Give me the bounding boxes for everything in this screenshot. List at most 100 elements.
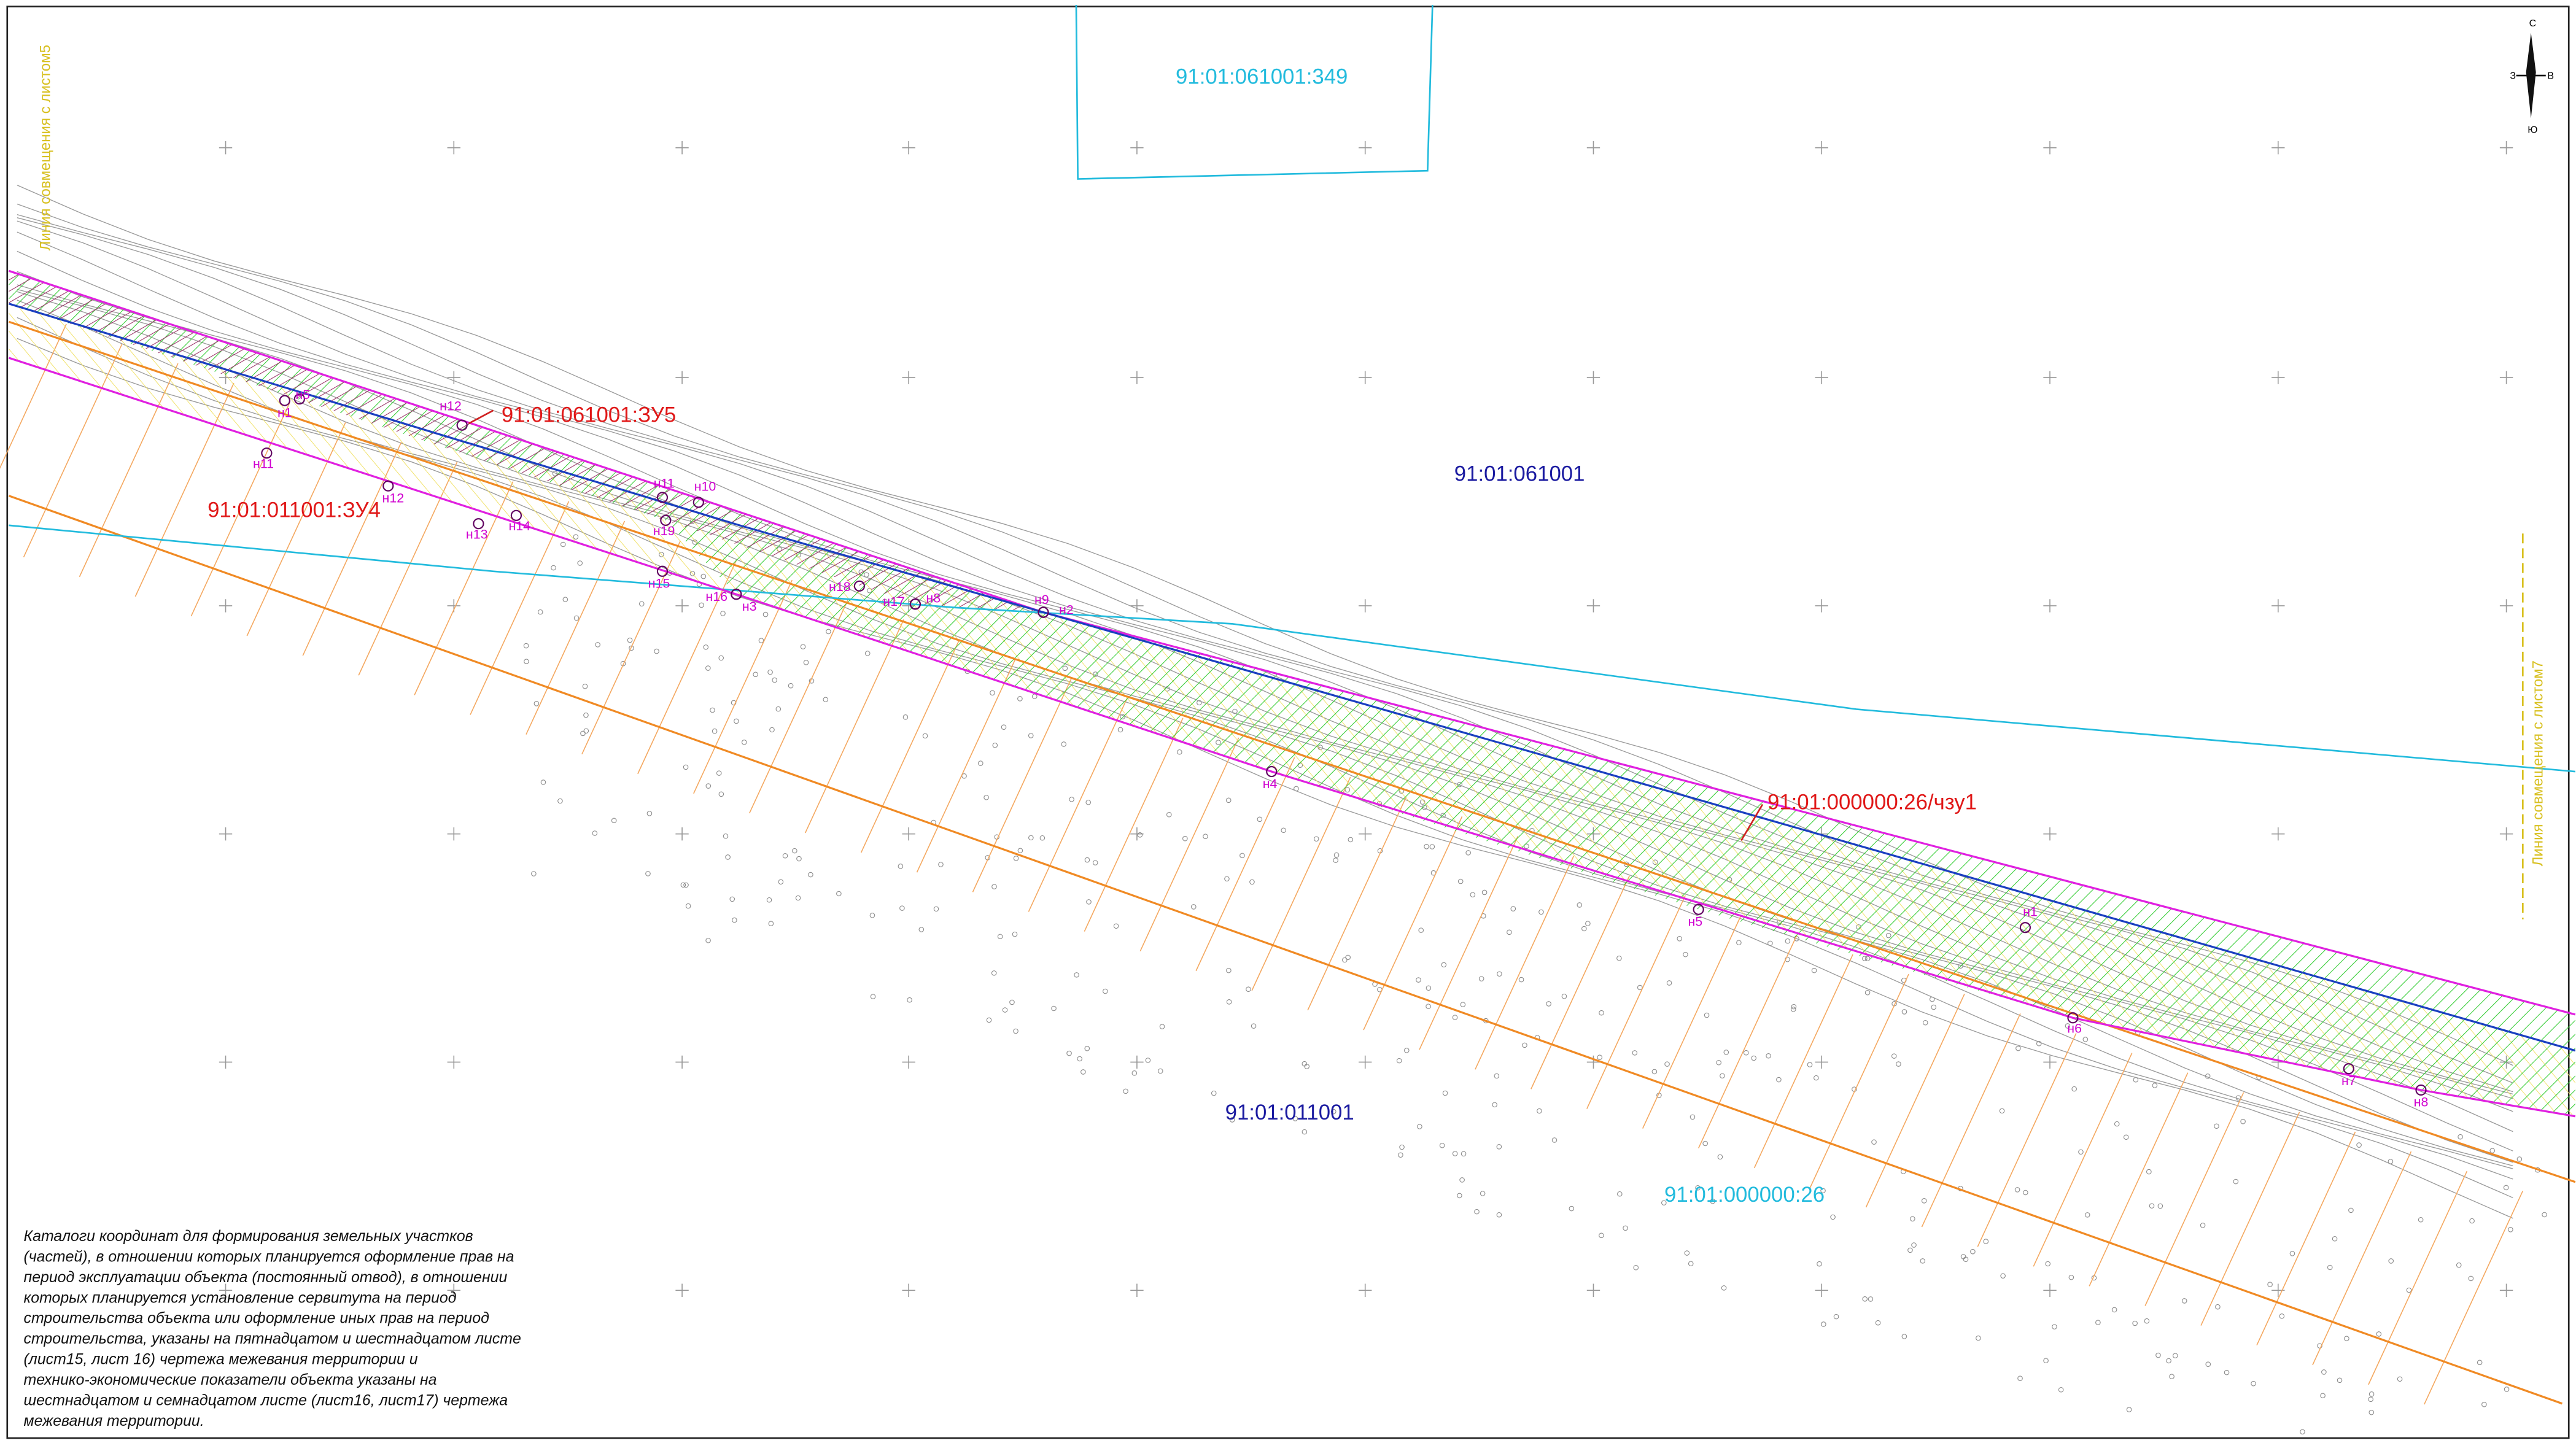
terrain-dot [1623,1225,1628,1231]
terrain-dot [992,742,998,748]
terrain-dot [1313,836,1319,842]
terrain-dot [977,760,983,766]
terrain-dot [1507,929,1512,935]
terrain-dot [800,644,806,649]
terrain-dot [1833,1313,1839,1320]
terrain-dot [646,811,653,816]
terrain-dot [1452,1151,1458,1156]
orange-grid [2424,1190,2524,1405]
terrain-dot [1302,1129,1308,1135]
terrain-dot [1581,926,1587,932]
terrain-dot [524,659,529,664]
terrain-dot [1910,1216,1915,1222]
orange-grid [2033,1053,2133,1267]
grid-cross [447,1283,460,1297]
point-marker [456,419,468,431]
point-marker [279,395,290,406]
terrain-dot [1561,993,1567,999]
terrain-dot [2200,1223,2206,1228]
terrain-dot [1751,1055,1757,1061]
terrain-dot [1426,1004,1431,1009]
note-line: шестнадцатом и семнадцатом листе (лист16… [24,1391,508,1409]
point-marker [2019,922,2031,934]
terrain-dot [1633,1264,1639,1271]
terrain-dot [1203,834,1208,839]
terrain-dot [933,906,939,912]
point-label: н16 [705,589,727,604]
terrain-dot [1066,1050,1072,1056]
orange-grid [1697,934,1798,1149]
point-label: н2 [1059,602,1074,617]
match-line-label: Линия совмещения с листом5 [37,45,53,250]
terrain-dot [1426,985,1432,991]
terrain-dot [1922,1019,1928,1026]
terrain-dot [583,712,589,718]
grid-cross [2043,1055,2057,1069]
grid-cross [2499,141,2513,155]
terrain-dot [1123,1088,1128,1094]
grid-cross [902,1283,915,1297]
terrain-dot [1092,860,1098,865]
terrain-dot [1348,837,1354,843]
grid-cross [2499,599,2513,613]
terrain-dot [2516,1156,2523,1162]
terrain-dot [1251,1023,1257,1029]
terrain-dot [1864,989,1871,996]
terrain-dot [1791,1004,1797,1010]
terrain-dot [1345,954,1351,961]
terrain-dot [732,917,737,923]
terrain-dot [533,701,540,706]
grid-cross [1130,371,1144,384]
terrain-dot [2071,1086,2077,1092]
terrain-dot [2332,1236,2338,1242]
terrain-dot [685,903,691,909]
grid-cross [675,599,689,613]
point-label: н1 [277,405,292,420]
point-marker [853,580,866,592]
terrain-dot [573,615,580,621]
point-label: н1 [2023,904,2038,919]
terrain-dot [1518,977,1524,983]
terrain-dot [1461,1151,1467,1157]
terrain-dot [1457,1193,1462,1199]
terrain-dot [734,718,739,724]
terrain-dot [1688,1261,1694,1267]
orange-grid [1139,737,1240,952]
terrain-dot [1766,1053,1771,1059]
terrain-dot [2368,1391,2375,1397]
terrain-dot [938,862,944,867]
orange-grid [1475,856,1575,1070]
grid-cross [219,1283,233,1297]
terrain-dot [1704,1012,1710,1018]
orange-grid [1865,993,1965,1208]
terrain-dot [1546,1001,1551,1007]
terrain-dot [2356,1142,2362,1148]
terrain-dot [703,644,709,650]
grid-cross [2271,827,2285,841]
terrain-dot [2068,1274,2074,1280]
point-marker [293,393,305,405]
terrain-dot [1723,1050,1729,1055]
terrain-dot [1492,1102,1497,1108]
terrain-dot [1776,1077,1782,1083]
terrain-dot [869,913,875,918]
point-label: н11 [654,476,675,490]
terrain-dot [1496,1144,1502,1150]
terrain-dot [2214,1123,2219,1129]
green-zone [9,271,2575,1116]
terrain-dot [725,854,731,860]
terrain-dot [1695,1185,1701,1191]
terrain-dot [803,660,809,665]
terrain-dot [2368,1396,2373,1402]
terrain-dot [710,707,715,713]
terrain-dot [2058,1387,2064,1393]
terrain-dot [1398,1152,1403,1158]
terrain-dot [1249,879,1255,885]
terrain-dot [823,697,829,703]
terrain-dot [1061,741,1067,747]
point-label: н8 [2414,1095,2429,1110]
grid-cross [1815,141,1828,155]
point-label: н12 [440,399,462,414]
grid-cross [1130,827,1144,841]
terrain-dot [758,638,764,643]
